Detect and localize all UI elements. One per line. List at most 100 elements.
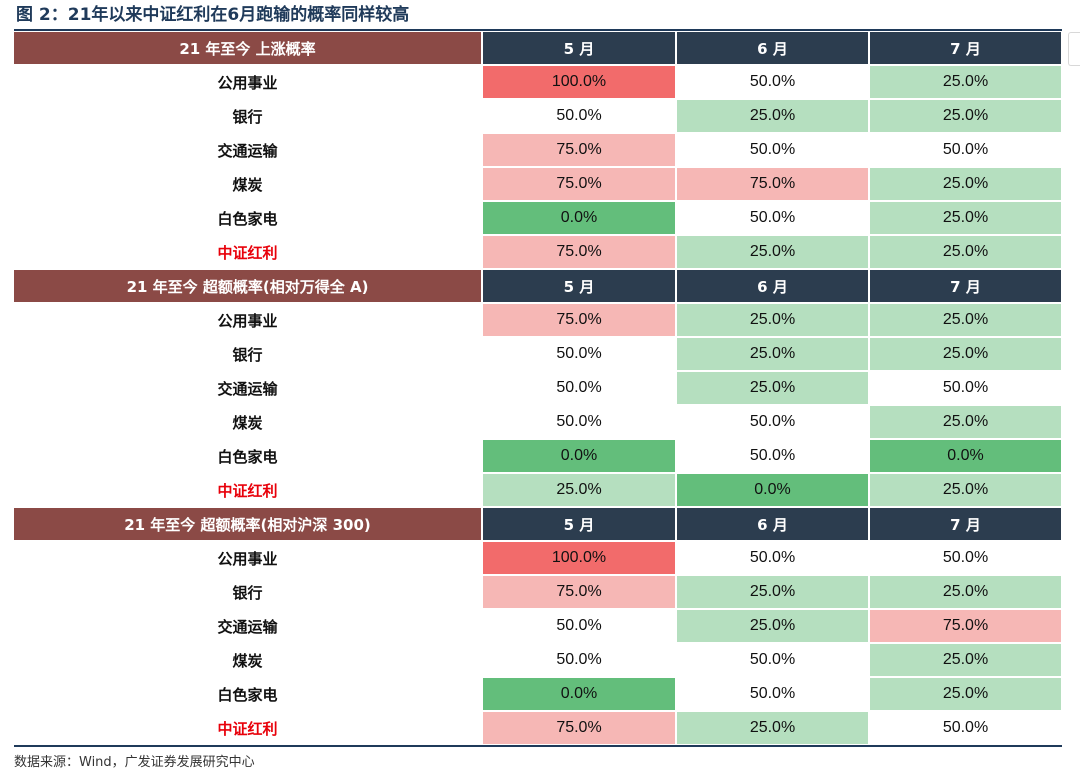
value-cell: 50.0% (869, 711, 1063, 746)
row-label: 中证红利 (14, 711, 483, 746)
value-cell: 25.0% (869, 677, 1063, 712)
value-cell: 50.0% (482, 99, 677, 134)
value-cell: 75.0% (676, 167, 870, 202)
row-label: 交通运输 (14, 609, 483, 644)
table-row: 交通运输 50.0% 25.0% 75.0% (14, 609, 1063, 644)
value-cell: 25.0% (676, 371, 870, 406)
section-title: 21 年至今 超额概率(相对万得全 A) (14, 269, 483, 304)
row-label: 白色家电 (14, 677, 483, 712)
value-cell: 25.0% (676, 711, 870, 746)
value-cell: 50.0% (676, 541, 870, 576)
value-cell: 50.0% (676, 405, 870, 440)
source-note: 数据来源：Wind，广发证券发展研究中心 (14, 755, 255, 770)
month-header: 5 月 (482, 269, 677, 304)
month-header: 7 月 (869, 507, 1063, 542)
table-row: 煤炭 50.0% 50.0% 25.0% (14, 405, 1063, 440)
row-label: 交通运输 (14, 133, 483, 168)
row-label: 银行 (14, 575, 483, 610)
value-cell: 75.0% (482, 133, 677, 168)
value-cell: 25.0% (869, 303, 1063, 338)
value-cell: 25.0% (676, 235, 870, 270)
row-label: 公用事业 (14, 541, 483, 576)
value-cell: 75.0% (869, 609, 1063, 644)
value-cell: 25.0% (869, 575, 1063, 610)
value-cell: 50.0% (869, 371, 1063, 406)
section-title: 21 年至今 上涨概率 (14, 32, 483, 66)
section-title: 21 年至今 超额概率(相对沪深 300) (14, 507, 483, 542)
table-row: 银行 75.0% 25.0% 25.0% (14, 575, 1063, 610)
table-row: 白色家电 0.0% 50.0% 0.0% (14, 439, 1063, 474)
value-cell: 25.0% (676, 609, 870, 644)
top-rule (14, 29, 1062, 31)
row-label: 银行 (14, 337, 483, 372)
value-cell: 50.0% (482, 405, 677, 440)
value-cell: 25.0% (869, 201, 1063, 236)
table-row: 白色家电 0.0% 50.0% 25.0% (14, 677, 1063, 712)
value-cell: 0.0% (482, 439, 677, 474)
value-cell: 50.0% (482, 337, 677, 372)
value-cell: 25.0% (869, 337, 1063, 372)
row-label: 白色家电 (14, 439, 483, 474)
value-cell: 75.0% (482, 167, 677, 202)
month-header: 5 月 (482, 32, 677, 66)
month-header: 6 月 (676, 507, 870, 542)
side-panel-edge (1068, 32, 1080, 66)
value-cell: 50.0% (482, 371, 677, 406)
row-label: 银行 (14, 99, 483, 134)
row-label: 煤炭 (14, 405, 483, 440)
value-cell: 100.0% (482, 65, 677, 100)
value-cell: 25.0% (869, 167, 1063, 202)
value-cell: 50.0% (482, 609, 677, 644)
month-header: 6 月 (676, 269, 870, 304)
value-cell: 50.0% (676, 65, 870, 100)
table-row: 公用事业 75.0% 25.0% 25.0% (14, 303, 1063, 338)
row-label: 公用事业 (14, 303, 483, 338)
value-cell: 0.0% (482, 201, 677, 236)
month-header: 6 月 (676, 32, 870, 66)
row-label: 公用事业 (14, 65, 483, 100)
table-row: 中证红利 75.0% 25.0% 25.0% (14, 235, 1063, 270)
row-label: 煤炭 (14, 167, 483, 202)
table-row: 中证红利 75.0% 25.0% 50.0% (14, 711, 1063, 746)
value-cell: 25.0% (482, 473, 677, 508)
table-row: 煤炭 50.0% 50.0% 25.0% (14, 643, 1063, 678)
value-cell: 75.0% (482, 711, 677, 746)
value-cell: 25.0% (676, 303, 870, 338)
value-cell: 0.0% (676, 473, 870, 508)
value-cell: 75.0% (482, 303, 677, 338)
table-row: 公用事业 100.0% 50.0% 50.0% (14, 541, 1063, 576)
table-row: 银行 50.0% 25.0% 25.0% (14, 99, 1063, 134)
table-row: 煤炭 75.0% 75.0% 25.0% (14, 167, 1063, 202)
value-cell: 0.0% (869, 439, 1063, 474)
table-row: 白色家电 0.0% 50.0% 25.0% (14, 201, 1063, 236)
value-cell: 50.0% (869, 133, 1063, 168)
value-cell: 25.0% (676, 337, 870, 372)
value-cell: 50.0% (676, 439, 870, 474)
row-label: 白色家电 (14, 201, 483, 236)
month-header: 7 月 (869, 269, 1063, 304)
figure-title: 图 2：21年以来中证红利在6月跑输的概率同样较高 (16, 5, 410, 25)
row-label: 中证红利 (14, 473, 483, 508)
value-cell: 0.0% (482, 677, 677, 712)
value-cell: 25.0% (869, 473, 1063, 508)
value-cell: 25.0% (869, 235, 1063, 270)
value-cell: 25.0% (869, 65, 1063, 100)
value-cell: 75.0% (482, 575, 677, 610)
month-header: 7 月 (869, 32, 1063, 66)
value-cell: 50.0% (676, 201, 870, 236)
table-row: 银行 50.0% 25.0% 25.0% (14, 337, 1063, 372)
table-row: 公用事业 100.0% 50.0% 25.0% (14, 65, 1063, 100)
row-label: 交通运输 (14, 371, 483, 406)
value-cell: 100.0% (482, 541, 677, 576)
table-row: 交通运输 75.0% 50.0% 50.0% (14, 133, 1063, 168)
value-cell: 50.0% (482, 643, 677, 678)
value-cell: 25.0% (869, 405, 1063, 440)
bottom-rule (14, 745, 1062, 747)
value-cell: 50.0% (869, 541, 1063, 576)
table-row: 中证红利 25.0% 0.0% 25.0% (14, 473, 1063, 508)
value-cell: 50.0% (676, 677, 870, 712)
